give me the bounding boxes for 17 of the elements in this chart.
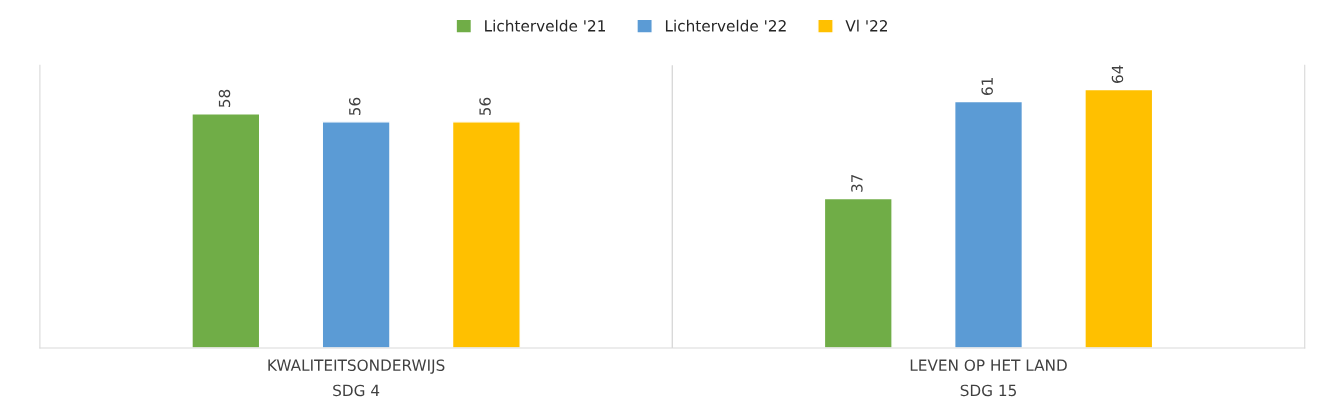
- legend-label: Lichtervelde '21: [485, 19, 605, 32]
- legend-label: Vl '22: [845, 19, 887, 32]
- data-label: 58: [218, 89, 231, 108]
- data-label: 56: [479, 97, 491, 116]
- x-tick-label: LEVEN OP HET LAND SDG 15: [910, 359, 1067, 397]
- data-label: 37: [851, 174, 863, 192]
- data-label: 61: [981, 78, 993, 96]
- bar: [953, 100, 1024, 349]
- x-tick-label: KWALITEITSONDERWIJS SDG 4: [268, 359, 445, 397]
- bar: [451, 121, 521, 349]
- bar: [191, 113, 261, 349]
- data-label: 56: [348, 97, 361, 116]
- data-label: 64: [1111, 65, 1124, 83]
- bar: [1084, 88, 1154, 349]
- bar: [321, 121, 391, 349]
- bar: [823, 197, 893, 349]
- legend-label: Lichtervelde '22: [665, 19, 786, 32]
